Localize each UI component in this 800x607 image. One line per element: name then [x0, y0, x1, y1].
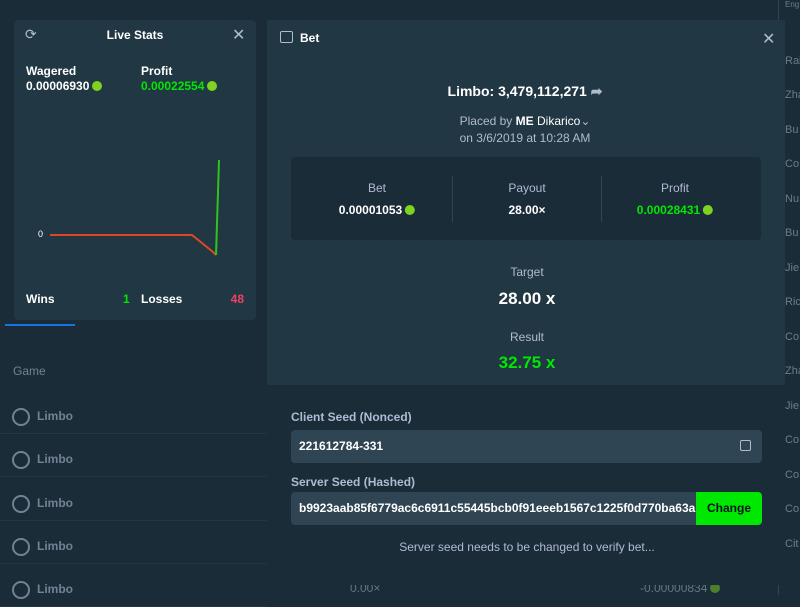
sidebar-text: Rai: [785, 54, 800, 67]
client-seed-input[interactable]: 221612784-331: [291, 430, 762, 463]
wins-value: 1: [123, 292, 130, 306]
axis-zero: 0: [38, 229, 44, 239]
row-game: Limbo: [37, 582, 73, 597]
row-divider: [0, 562, 267, 564]
server-seed-input[interactable]: b9923aab85f6779ac6c6911c55445bcb0f91eeeb…: [291, 492, 696, 525]
sidebar-text: Zha: [785, 365, 800, 377]
table-header: Game: [13, 364, 46, 378]
summary-label: Bet: [367, 181, 387, 195]
value: 0.00028431: [636, 203, 701, 217]
summary-box: [291, 157, 761, 240]
row-icon: [12, 408, 30, 426]
text: Limbo: 3,479,112,271: [447, 83, 587, 99]
profit-label: Profit: [141, 64, 173, 78]
row-game: Limbo: [37, 538, 73, 553]
row-icon: [12, 451, 30, 470]
sidebar-text: Bu: [785, 227, 799, 239]
seed-section: [267, 385, 785, 585]
wins-label: Wins: [26, 292, 55, 306]
row-divider: [0, 433, 267, 434]
row-divider: [0, 476, 267, 478]
bet-icon: [280, 31, 293, 43]
row-game: Limbo: [37, 409, 73, 423]
text: Placed by: [459, 114, 513, 128]
profit-chart: [50, 159, 220, 256]
sidebar-text: Co: [785, 503, 800, 515]
copy-button[interactable]: [740, 440, 751, 451]
client-seed-label: Client Seed (Nonced): [291, 410, 412, 424]
row-icon: [12, 581, 30, 600]
sidebar-text: Co: [785, 468, 800, 481]
row-game: Limbo: [37, 452, 73, 467]
sidebar-text: Eng: [785, 0, 800, 9]
losses-label: Losses: [141, 292, 183, 306]
result-label: Result: [509, 330, 545, 344]
rank: ME: [515, 114, 534, 128]
losses-value: 48: [230, 292, 244, 306]
live-stats-panel: ⟳ Live Stats ✕ Wagered 0.00006930 Profit…: [14, 20, 256, 320]
sidebar-text: Jie: [785, 399, 800, 412]
sidebar-text: Co: [785, 434, 800, 446]
target-value: 28.00 x: [498, 289, 556, 308]
summary-value: 0.00028431: [636, 203, 714, 217]
sidebar-text: Cit: [785, 537, 799, 550]
modal-title: Bet: [300, 31, 320, 45]
summary-value: 28.00×: [508, 203, 545, 217]
change-button[interactable]: Change: [696, 492, 762, 525]
summary-label: Payout: [508, 181, 546, 195]
tab-indicator: [5, 324, 75, 326]
notice: Server seed needs to be changed to verif…: [399, 540, 655, 554]
wagered-label: Wagered: [26, 64, 77, 78]
value: 0.00001053: [338, 203, 403, 217]
target-label: Target: [510, 265, 544, 279]
value: 28.00×: [508, 203, 546, 217]
date: on 3/6/2019 at 10:28 AM: [459, 131, 591, 145]
refresh-button[interactable]: ⟳: [25, 26, 37, 42]
result-value: 32.75 x: [498, 353, 556, 372]
panel-title: Live Stats: [106, 28, 164, 42]
close-button[interactable]: ✕: [762, 31, 776, 48]
sidebar-text: Co: [785, 330, 800, 343]
summary-label: Profit: [660, 181, 690, 195]
close-button[interactable]: ✕: [232, 27, 246, 44]
row-icon: [12, 494, 30, 513]
sidebar-text: Nu: [785, 192, 800, 205]
server-seed-label: Server Seed (Hashed): [291, 475, 416, 489]
value: 0.00022554: [141, 79, 205, 93]
username[interactable]: Dikarico: [536, 114, 581, 128]
summary-value: 0.00001053: [338, 203, 416, 217]
summary-divider: [601, 176, 602, 222]
sidebar-text: Zha: [785, 89, 800, 101]
profit-value: 0.00022554: [141, 79, 218, 93]
placed-by: Placed by ME Dikarico⌄: [459, 114, 591, 128]
value: 0.00006930: [26, 79, 90, 93]
row-icon: [12, 537, 30, 556]
sidebar-text: Co: [785, 158, 800, 170]
row-divider: [0, 519, 267, 521]
game-id: Limbo: 3,479,112,271 ➦: [447, 83, 603, 99]
summary-divider: [452, 176, 453, 222]
row-game: Limbo: [37, 495, 73, 510]
sidebar-text: Ric: [785, 296, 800, 308]
sidebar-text: Jie: [785, 261, 800, 274]
wagered-value: 0.00006930: [26, 79, 103, 93]
sidebar-text: Bu: [785, 123, 799, 136]
